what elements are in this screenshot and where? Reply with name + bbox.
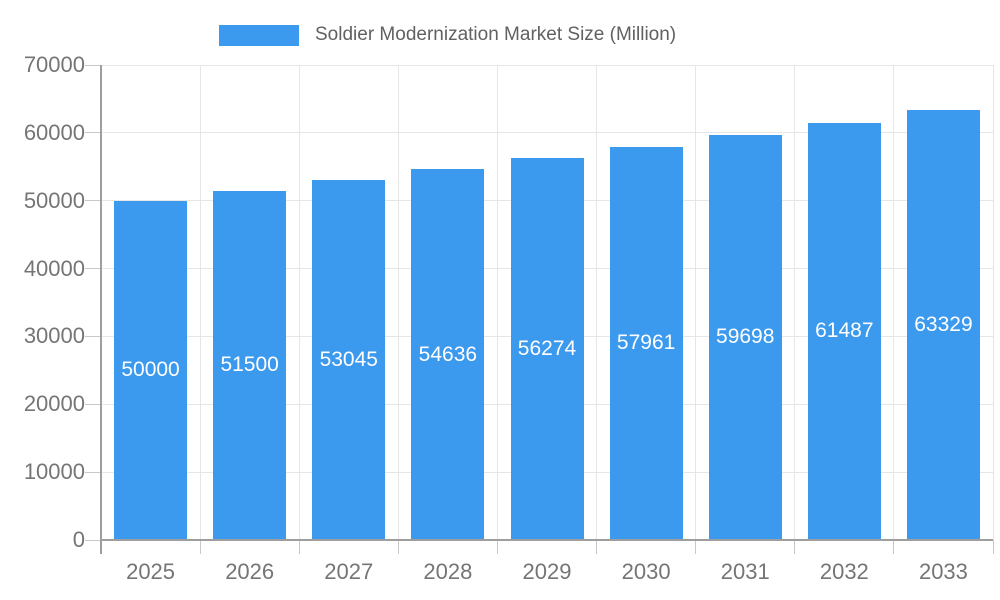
y-gridline bbox=[101, 64, 993, 66]
x-tick bbox=[794, 540, 796, 554]
legend-label: Soldier Modernization Market Size (Milli… bbox=[315, 24, 677, 45]
bar-value-label: 54636 bbox=[418, 342, 478, 366]
bar-2031[interactable]: 59698 bbox=[708, 134, 782, 540]
x-axis-label: 2031 bbox=[720, 559, 770, 584]
y-axis-label: 40000 bbox=[23, 255, 85, 281]
y-tick bbox=[85, 64, 101, 66]
y-gridline bbox=[101, 132, 993, 134]
bar-2025[interactable]: 50000 bbox=[114, 200, 188, 540]
bar-2027[interactable]: 53045 bbox=[312, 180, 386, 540]
x-axis-label: 2032 bbox=[819, 559, 869, 584]
x-tick bbox=[893, 540, 895, 554]
y-tick bbox=[85, 403, 101, 405]
x-axis-line bbox=[101, 539, 993, 541]
y-tick bbox=[85, 335, 101, 337]
y-axis-label: 30000 bbox=[23, 323, 85, 349]
y-tick bbox=[85, 268, 101, 270]
x-gridline bbox=[298, 65, 300, 540]
x-tick bbox=[496, 540, 498, 554]
x-axis-label: 2026 bbox=[225, 559, 275, 584]
x-gridline bbox=[794, 65, 796, 540]
y-tick bbox=[85, 539, 101, 541]
chart-legend[interactable]: Soldier Modernization Market Size (Milli… bbox=[219, 24, 676, 46]
bar-value-label: 50000 bbox=[121, 358, 180, 382]
x-gridline bbox=[199, 65, 201, 540]
x-axis-label: 2028 bbox=[423, 559, 473, 584]
y-axis-label: 20000 bbox=[23, 391, 85, 417]
x-axis-label: 2027 bbox=[324, 559, 374, 584]
bar-2030[interactable]: 57961 bbox=[609, 146, 683, 540]
bar-value-label: 53045 bbox=[319, 348, 378, 372]
x-gridline bbox=[992, 65, 994, 540]
y-tick bbox=[85, 471, 101, 473]
bar-value-label: 57961 bbox=[616, 331, 676, 355]
y-tick bbox=[85, 200, 101, 202]
x-tick bbox=[298, 540, 300, 554]
y-axis-label: 70000 bbox=[23, 52, 85, 77]
y-axis-label: 60000 bbox=[23, 119, 85, 145]
bar-2026[interactable]: 51500 bbox=[213, 190, 287, 540]
x-gridline bbox=[397, 65, 399, 540]
x-gridline bbox=[695, 65, 697, 540]
bar-2029[interactable]: 56274 bbox=[510, 158, 584, 540]
bar-2032[interactable]: 61487 bbox=[807, 122, 881, 540]
x-tick bbox=[992, 540, 994, 554]
x-axis-label: 2033 bbox=[918, 559, 968, 584]
legend-swatch bbox=[219, 24, 299, 46]
bar-value-label: 56274 bbox=[517, 337, 577, 361]
bar-2028[interactable]: 54636 bbox=[411, 169, 485, 540]
x-gridline bbox=[893, 65, 895, 540]
bar-2033[interactable]: 63329 bbox=[906, 110, 980, 540]
x-gridline bbox=[496, 65, 498, 540]
y-axis-label: 0 bbox=[72, 527, 85, 552]
x-tick bbox=[695, 540, 697, 554]
y-axis-label: 10000 bbox=[23, 459, 85, 485]
bar-value-label: 51500 bbox=[220, 353, 279, 377]
bar-value-label: 63329 bbox=[914, 313, 973, 337]
bar-value-label: 59698 bbox=[716, 325, 775, 349]
x-gridline bbox=[596, 65, 598, 540]
x-tick bbox=[596, 540, 598, 554]
y-tick bbox=[85, 132, 101, 134]
x-axis-label: 2025 bbox=[126, 559, 176, 584]
y-axis-line bbox=[100, 65, 102, 554]
y-axis-label: 50000 bbox=[23, 187, 85, 213]
bar-value-label: 61487 bbox=[815, 319, 874, 343]
x-tick bbox=[199, 540, 201, 554]
x-tick bbox=[397, 540, 399, 554]
x-axis-label: 2030 bbox=[621, 559, 671, 584]
x-axis-label: 2029 bbox=[522, 559, 572, 584]
